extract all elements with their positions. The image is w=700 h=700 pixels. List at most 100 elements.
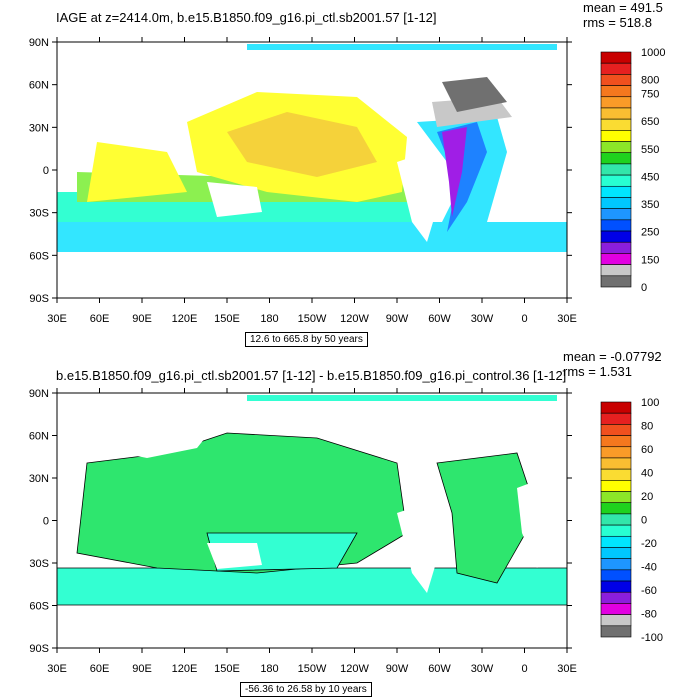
lon-label: 60E (90, 313, 110, 325)
panel2-title: b.e15.B1850.f09_g16.pi_ctl.sb2001.57 [1-… (56, 368, 567, 383)
diff-antarctica (57, 608, 567, 648)
lat-label: 60S (29, 601, 49, 613)
diff-south-america (397, 503, 442, 593)
colorbar-label: 100 (641, 397, 659, 409)
antarctica (57, 257, 567, 298)
colorbar-swatch (600, 558, 632, 571)
africa (517, 122, 567, 217)
north-america (287, 52, 417, 112)
colorbar-swatch (600, 491, 632, 504)
ocean-band-southern (57, 222, 567, 252)
colorbar-swatch (600, 580, 632, 593)
panel2-range-label: -56.36 to 26.58 by 10 years (240, 682, 372, 697)
colorbar-swatch (600, 435, 632, 448)
colorbar-swatch (600, 197, 632, 209)
panel2-mean: mean = -0.07792 (563, 349, 662, 364)
lon-label: 120E (172, 313, 198, 325)
lon-label: 60W (428, 313, 451, 325)
lon-label: 90E (132, 313, 152, 325)
colorbar-swatch (600, 424, 632, 436)
colorbar-swatch (600, 401, 632, 414)
colorbar-label: 800 (641, 75, 659, 87)
lat-label: 30N (29, 473, 49, 485)
diff-atlantic-green (436, 452, 538, 584)
lat-label: 60N (29, 431, 49, 443)
colorbar-swatch (600, 85, 632, 98)
panel1-range-label: 12.6 to 665.8 by 50 years (245, 332, 368, 347)
lon-label: 30W (471, 663, 494, 675)
lon-label: 120W (340, 663, 369, 675)
lon-label: 120W (340, 313, 369, 325)
lon-label: 180 (260, 663, 278, 675)
colorbar-label: 40 (641, 468, 653, 480)
diff-eurasia (57, 393, 247, 458)
lat-label: 30S (29, 558, 49, 570)
lat-label: 30N (29, 122, 49, 134)
atlantic-purple (442, 127, 467, 217)
colorbar-swatch (600, 513, 632, 526)
colorbar-label: 1000 (641, 47, 665, 59)
colorbar-swatch (600, 51, 632, 64)
lon-label: 90W (386, 663, 409, 675)
lon-label: 30W (471, 313, 494, 325)
lat-label: 0 (43, 165, 49, 177)
colorbar-swatch (600, 502, 632, 515)
colorbar-swatch (600, 625, 632, 638)
panel1-mean: mean = 491.5 (583, 0, 663, 15)
colorbar-swatch (600, 412, 632, 425)
lon-label: 30E (47, 313, 67, 325)
lat-label: 90S (29, 643, 49, 655)
colorbar-label: 550 (641, 144, 659, 156)
colorbar-label: 250 (641, 227, 659, 239)
lon-label: 150W (298, 313, 327, 325)
colorbar-swatch (600, 457, 632, 470)
lat-label: 30S (29, 208, 49, 220)
colorbar-label: 150 (641, 254, 659, 266)
colorbar-swatch (600, 118, 632, 131)
colorbar-swatch (600, 219, 632, 232)
lon-label: 150W (298, 663, 327, 675)
colorbar-label: 0 (641, 282, 647, 294)
lon-label: 180 (260, 313, 278, 325)
colorbar-swatch (600, 152, 632, 165)
colorbar-swatch (600, 163, 632, 176)
colorbar-swatch (600, 524, 632, 537)
panel1-map-fill (57, 42, 567, 298)
lon-label: 60E (90, 663, 110, 675)
colorbar-label: 750 (641, 88, 659, 100)
colorbar-swatch (600, 468, 632, 481)
lon-label: 90E (132, 663, 152, 675)
colorbar-label: 80 (641, 421, 653, 433)
colorbar-swatch (600, 174, 632, 187)
colorbar-label: -20 (641, 538, 657, 550)
colorbar-label: -60 (641, 585, 657, 597)
colorbar-label: -100 (641, 632, 663, 644)
colorbar-swatch (600, 208, 632, 221)
panel2-axes: 90N 60N 30N 0 30S 60S 90S 30E 60E 90E 120E 150E 180 1… (29, 388, 577, 675)
colorbar-label: 20 (641, 491, 653, 503)
colorbar-swatch (600, 62, 632, 75)
colorbar-label: -40 (641, 562, 657, 574)
diff-southern-cyan (56, 567, 568, 606)
panel2-rms: rms = 1.531 (563, 364, 633, 379)
colorbar-swatch (600, 535, 632, 548)
map-frame (56, 392, 568, 649)
colorbar-label: 0 (641, 515, 647, 527)
diff-pacific-cyan (206, 532, 358, 572)
panel2-colorbar: 100 80 60 40 20 0 -20 -40 -60 -80 -100 (600, 397, 663, 644)
pacific-core (227, 112, 377, 177)
colorbar-swatch (600, 591, 632, 604)
colorbar-swatch (600, 74, 632, 86)
south-america (397, 152, 442, 242)
colorbar-swatch (600, 241, 632, 254)
colorbar-swatch (600, 446, 632, 459)
colorbar-swatch (600, 569, 632, 582)
panel1-axes: 90N 60N 30N 0 30S 60S 90S 30E 60E 90E 120E 150E 180 1… (29, 37, 577, 325)
lon-label: 60W (428, 663, 451, 675)
colorbar-label: 350 (641, 199, 659, 211)
lat-label: 90N (29, 388, 49, 400)
australia (207, 182, 262, 217)
colorbar-label: 450 (641, 171, 659, 183)
colorbar-label: 650 (641, 116, 659, 128)
